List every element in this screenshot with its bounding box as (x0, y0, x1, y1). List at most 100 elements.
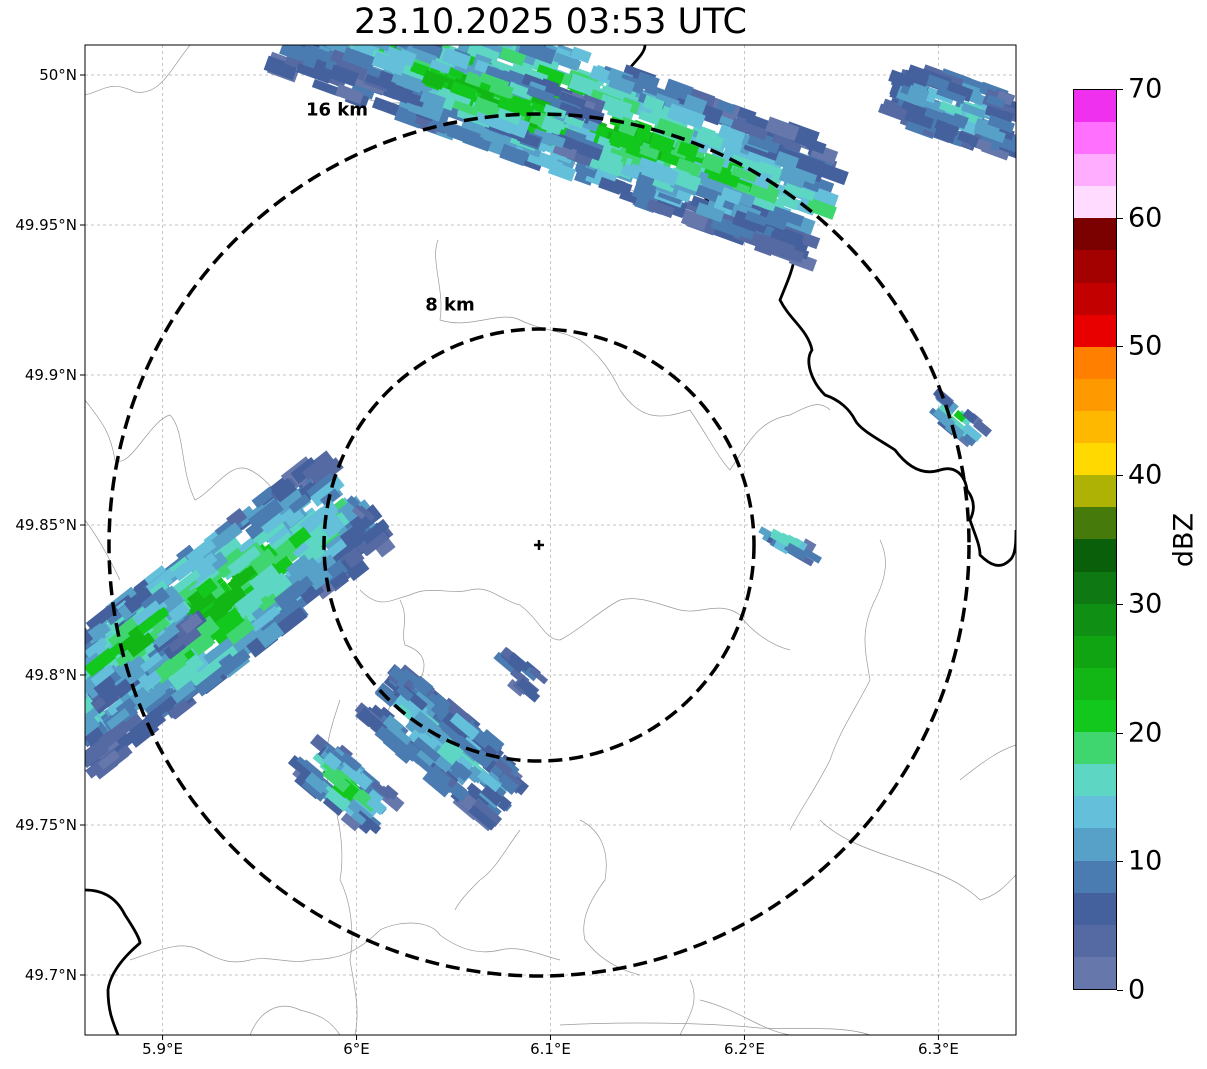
echo-cell (154, 653, 183, 681)
echo-cell (516, 677, 538, 698)
echo-cell (363, 0, 391, 9)
echo-cell (128, 719, 160, 748)
echo-cell (642, 94, 665, 113)
echo-cell (271, 477, 297, 503)
lat-tick-label: 49.75°N (15, 816, 77, 834)
echo-cell (416, 0, 437, 16)
echo-cell (432, 693, 452, 712)
echo-cell (307, 566, 333, 591)
echo-cell (346, 559, 370, 582)
echo-cell (367, 21, 391, 37)
echo-cell (281, 45, 310, 48)
echo-cell (144, 695, 177, 725)
echo-cell (732, 210, 760, 233)
echo-cell (960, 102, 986, 119)
echo-cell (334, 59, 368, 82)
echo-cell (962, 408, 978, 424)
echo-cell (422, 20, 452, 41)
echo-cell (375, 45, 409, 56)
echo-cell (322, 0, 359, 6)
echo-cell (436, 717, 466, 745)
echo-cell (371, 780, 393, 800)
echo-cell (132, 600, 162, 626)
echo-cell (366, 795, 387, 816)
echo-cell (1014, 100, 1016, 121)
echo-cell (441, 47, 472, 70)
echo-cell (301, 778, 327, 802)
range-rings (107, 112, 971, 978)
colorbar-segment (1074, 860, 1116, 893)
echo-cell (153, 625, 180, 648)
echo-cell (329, 64, 359, 87)
echo-cell (441, 737, 466, 760)
echo-cell (987, 114, 1016, 134)
echo-cell (162, 589, 184, 611)
echo-cell (85, 629, 94, 650)
echo-cell (925, 74, 950, 92)
echo-cell (446, 126, 476, 146)
echo-cell (675, 157, 703, 179)
echo-cell (310, 0, 339, 10)
colorbar-segment (1074, 378, 1116, 412)
echo-cell (429, 59, 452, 74)
echo-cell (319, 0, 348, 7)
echo-cell (350, 810, 367, 826)
echo-cell (508, 23, 536, 45)
echo-cell (85, 647, 117, 677)
echo-cell (422, 769, 453, 798)
echo-cell (385, 82, 414, 103)
echo-cell (805, 197, 837, 220)
lon-tick-label: 6.2°E (724, 1040, 765, 1058)
echo-cell (290, 16, 322, 39)
echo-cell (816, 162, 849, 186)
echo-cell (416, 23, 436, 41)
echo-cell (419, 89, 446, 110)
echo-cell (540, 115, 564, 135)
echo-cell (534, 64, 565, 88)
colorbar-segment (1074, 635, 1116, 668)
echo-cell (227, 564, 258, 593)
echo-cell (293, 16, 317, 33)
echo-cell (85, 726, 106, 748)
echo-cell (961, 423, 983, 442)
echo-cell (334, 13, 367, 36)
echo-cell (85, 638, 88, 661)
colorbar-segment (1074, 956, 1116, 989)
echo-cell (292, 557, 322, 585)
echo-cell (443, 699, 474, 727)
echo-cell (975, 138, 993, 153)
echo-cell (168, 569, 201, 597)
echo-cell (773, 539, 791, 555)
colorbar (1073, 89, 1117, 990)
echo-cell (338, 45, 362, 47)
echo-cell (390, 7, 417, 27)
echo-cell (377, 3, 406, 26)
echo-cell (296, 20, 322, 41)
colorbar-segment (1074, 796, 1116, 829)
colorbar-tick (1117, 346, 1123, 348)
echo-cell (360, 518, 390, 545)
echo-cell (195, 577, 218, 599)
colorbar-tick (1117, 89, 1123, 90)
echo-cell (608, 74, 636, 95)
echo-cell (341, 46, 377, 71)
colorbar-tick (1117, 475, 1123, 477)
colorbar-segment (1074, 154, 1116, 187)
echo-cell (451, 26, 473, 44)
echo-cell (351, 20, 376, 36)
echo-cell (218, 648, 251, 677)
echo-cell (986, 94, 1006, 109)
echo-cell (578, 105, 605, 125)
echo-cell (635, 171, 660, 191)
colorbar-tick-label: 20 (1128, 717, 1163, 749)
echo-cell (127, 632, 156, 658)
echo-cell (340, 762, 369, 788)
echo-cell (365, 0, 396, 3)
echo-cell (903, 69, 929, 87)
colorbar-tick-label: 50 (1128, 330, 1163, 362)
echo-cell (251, 486, 276, 509)
echo-cell (329, 750, 346, 766)
echo-cell (507, 657, 525, 674)
echo-cell (168, 698, 191, 720)
echo-cell (256, 621, 285, 649)
